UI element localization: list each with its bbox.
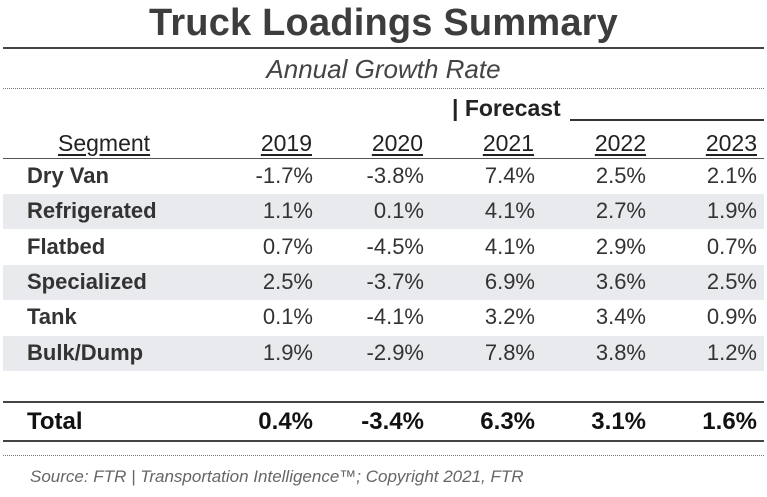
source-note: Source: FTR | Transportation Intelligenc…: [30, 467, 524, 486]
total-label: Total: [27, 408, 83, 435]
segment-label: Dry Van: [27, 163, 109, 188]
cell-value: 0.1%: [373, 198, 424, 224]
segment-label: Specialized: [27, 268, 147, 294]
cell-value: 2.9%: [595, 233, 646, 259]
total-value: -3.4%: [361, 408, 424, 435]
cell-value: 7.8%: [484, 339, 535, 365]
header-year: 2021: [482, 130, 534, 156]
total-value: 0.4%: [258, 408, 313, 435]
header-year: 2020: [371, 130, 423, 156]
cell-value: 3.6%: [595, 268, 646, 294]
segment-label: Bulk/Dump: [27, 339, 144, 365]
total-bottom-rule: [3, 440, 764, 442]
cell-value: -3.8%: [366, 163, 424, 188]
total-top-rule: [3, 401, 764, 403]
cell-value: 0.7%: [706, 233, 757, 259]
table-row: Flatbed 0.7% -4.5% 4.1% 2.9% 0.7%: [3, 230, 764, 265]
cell-value: 7.4%: [484, 163, 535, 188]
cell-value: -2.9%: [366, 339, 424, 365]
cell-value: 3.8%: [595, 339, 646, 365]
subtitle: Annual Growth Rate: [266, 54, 501, 84]
table-row: Specialized 2.5% -3.7% 6.9% 3.6% 2.5%: [3, 264, 764, 300]
header-year: 2019: [260, 130, 312, 156]
total-value: 6.3%: [480, 408, 535, 435]
table-row: Tank 0.1% -4.1% 3.2% 3.4% 0.9%: [3, 300, 764, 335]
header-year: 2022: [594, 130, 646, 156]
segment-label: Flatbed: [27, 233, 106, 259]
total-row: Total 0.4% -3.4% 6.3% 3.1% 1.6%: [3, 404, 764, 440]
cell-value: 0.7%: [262, 233, 313, 259]
cell-value: 3.4%: [595, 304, 646, 330]
cell-value: -1.7%: [255, 163, 313, 188]
footer-divider: [3, 455, 764, 456]
cell-value: 1.9%: [706, 198, 757, 224]
segment-label: Refrigerated: [27, 198, 157, 224]
header-divider: [3, 158, 764, 159]
cell-value: 0.9%: [706, 304, 757, 330]
cell-value: 1.9%: [262, 339, 313, 365]
subtitle-divider: [3, 88, 764, 89]
page-title: Truck Loadings Summary: [149, 2, 618, 44]
cell-value: 2.5%: [262, 268, 313, 294]
cell-value: 2.5%: [595, 163, 646, 188]
cell-value: 0.1%: [262, 304, 313, 330]
title-divider: [3, 47, 764, 49]
cell-value: 4.1%: [484, 198, 535, 224]
cell-value: 6.9%: [484, 268, 535, 294]
cell-value: 2.1%: [706, 163, 757, 188]
cell-value: -3.7%: [366, 268, 424, 294]
cell-value: 1.2%: [706, 339, 757, 365]
cell-value: 1.1%: [262, 198, 313, 224]
segment-label: Tank: [27, 304, 77, 330]
cell-value: 4.1%: [484, 233, 535, 259]
cell-value: -4.1%: [366, 304, 424, 330]
table-row: Dry Van -1.7% -3.8% 7.4% 2.5% 2.1%: [3, 159, 764, 194]
total-value: 3.1%: [591, 408, 646, 435]
header-segment: Segment: [58, 130, 151, 156]
header-year: 2023: [705, 130, 757, 156]
cell-value: 3.2%: [484, 304, 535, 330]
cell-value: 2.7%: [595, 198, 646, 224]
table-row: Bulk/Dump 1.9% -2.9% 7.8% 3.8% 1.2%: [3, 335, 764, 371]
forecast-underline: [570, 119, 764, 121]
forecast-label: | Forecast: [452, 95, 561, 121]
table-row: Refrigerated 1.1% 0.1% 4.1% 2.7% 1.9%: [3, 194, 764, 230]
total-value: 1.6%: [702, 408, 757, 435]
cell-value: 2.5%: [706, 268, 757, 294]
cell-value: -4.5%: [366, 233, 424, 259]
